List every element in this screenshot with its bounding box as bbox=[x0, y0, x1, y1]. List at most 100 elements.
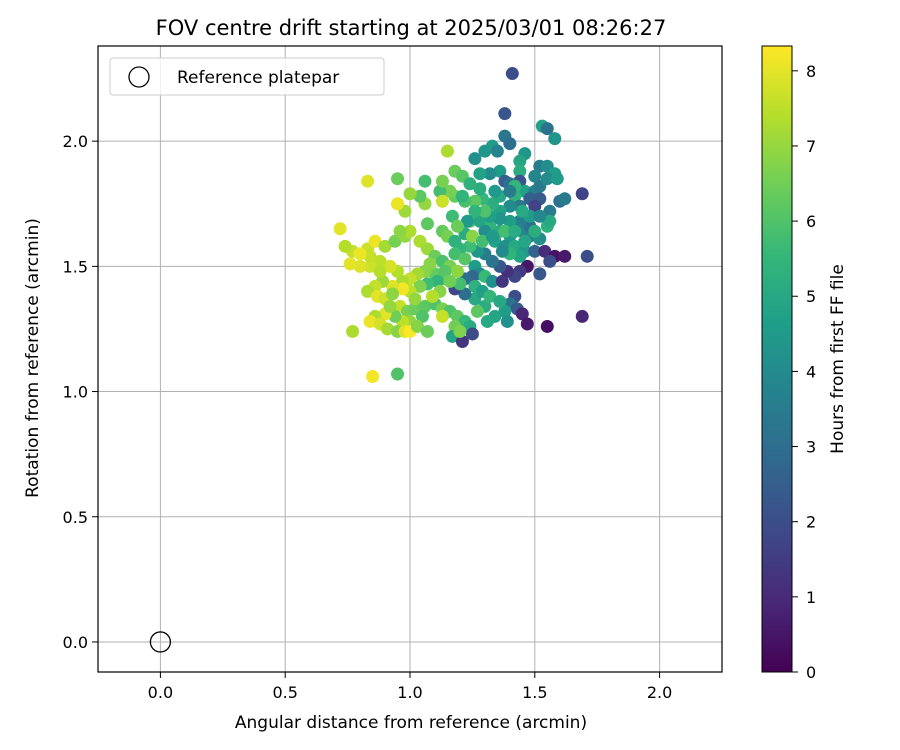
data-point bbox=[465, 327, 479, 341]
y-tick-label: 1.0 bbox=[63, 383, 88, 402]
y-axis-ticks: 0.0 0.5 1.0 1.5 2.0 bbox=[63, 132, 98, 652]
data-point bbox=[361, 284, 375, 298]
data-point bbox=[450, 264, 464, 278]
data-point bbox=[378, 239, 392, 253]
data-point bbox=[418, 174, 432, 188]
colorbar-tick-label: 7 bbox=[806, 137, 816, 156]
data-point bbox=[540, 172, 554, 186]
data-point bbox=[443, 184, 457, 198]
data-point bbox=[403, 224, 417, 238]
data-point bbox=[543, 204, 557, 218]
data-point bbox=[368, 234, 382, 248]
data-point bbox=[513, 214, 527, 228]
data-points bbox=[333, 67, 594, 384]
data-point bbox=[388, 309, 402, 323]
data-point bbox=[478, 144, 492, 158]
data-point bbox=[473, 167, 487, 181]
data-point bbox=[363, 259, 377, 273]
x-tick-label: 1.0 bbox=[397, 683, 422, 702]
data-point bbox=[473, 214, 487, 228]
data-point bbox=[580, 249, 594, 263]
data-point bbox=[448, 247, 462, 261]
data-point bbox=[558, 192, 572, 206]
data-point bbox=[513, 249, 527, 263]
data-point bbox=[463, 177, 477, 191]
data-point bbox=[480, 314, 494, 328]
legend-marker-icon bbox=[128, 66, 150, 88]
y-tick-label: 2.0 bbox=[63, 132, 88, 151]
data-point bbox=[403, 187, 417, 201]
data-point bbox=[483, 289, 497, 303]
data-point bbox=[498, 304, 512, 318]
data-point bbox=[483, 167, 497, 181]
colorbar-tick-label: 6 bbox=[806, 212, 816, 231]
reference-platepar-marker bbox=[149, 631, 172, 653]
x-axis-ticks: 0.0 0.5 1.0 1.5 2.0 bbox=[148, 672, 672, 702]
data-point bbox=[363, 314, 377, 328]
data-point bbox=[408, 292, 422, 306]
data-point bbox=[518, 234, 532, 248]
data-point bbox=[528, 244, 542, 258]
x-tick-label: 0.0 bbox=[148, 683, 173, 702]
data-point bbox=[558, 249, 572, 263]
data-point bbox=[455, 334, 469, 348]
data-point bbox=[520, 317, 534, 331]
data-point bbox=[430, 274, 444, 288]
data-point bbox=[373, 264, 387, 278]
data-point bbox=[366, 370, 380, 384]
data-point bbox=[393, 224, 407, 238]
data-point bbox=[495, 244, 509, 258]
data-point bbox=[453, 277, 467, 291]
data-point bbox=[391, 367, 405, 381]
colorbar-tick-label: 2 bbox=[806, 513, 816, 532]
data-point bbox=[338, 239, 352, 253]
data-point bbox=[420, 217, 434, 231]
data-point bbox=[515, 204, 529, 218]
data-point bbox=[575, 187, 589, 201]
y-axis-label: Rotation from reference (arcmin) bbox=[23, 218, 43, 498]
data-point bbox=[505, 67, 519, 81]
data-point bbox=[363, 249, 377, 263]
data-point bbox=[458, 252, 472, 266]
data-point bbox=[575, 309, 589, 323]
data-point bbox=[498, 107, 512, 121]
data-point bbox=[493, 212, 507, 226]
data-point bbox=[493, 294, 507, 308]
data-point bbox=[418, 299, 432, 313]
data-point bbox=[420, 324, 434, 338]
chart-title: FOV centre drift starting at 2025/03/01 … bbox=[156, 16, 667, 40]
x-tick-label: 1.5 bbox=[522, 683, 547, 702]
data-point bbox=[396, 282, 410, 296]
data-point bbox=[346, 324, 360, 338]
data-point bbox=[478, 204, 492, 218]
colorbar-tick-label: 0 bbox=[806, 663, 816, 682]
x-axis-label: Angular distance from reference (arcmin) bbox=[235, 713, 587, 733]
y-tick-label: 1.5 bbox=[63, 257, 88, 276]
legend-box bbox=[109, 57, 385, 96]
data-point bbox=[538, 244, 552, 258]
data-point bbox=[433, 184, 447, 198]
data-point bbox=[475, 234, 489, 248]
data-point bbox=[450, 219, 464, 233]
data-point bbox=[468, 204, 482, 218]
data-point bbox=[513, 154, 527, 168]
data-point bbox=[515, 307, 529, 321]
data-point bbox=[543, 214, 557, 228]
grid-lines bbox=[98, 46, 722, 672]
data-point bbox=[548, 132, 562, 146]
data-point bbox=[528, 169, 542, 183]
data-point bbox=[540, 122, 554, 136]
data-point bbox=[435, 194, 449, 208]
data-point bbox=[503, 137, 517, 151]
data-point bbox=[435, 174, 449, 188]
data-point bbox=[503, 184, 517, 198]
data-point bbox=[528, 199, 542, 213]
data-point bbox=[423, 257, 437, 271]
legend-label: Reference platepar bbox=[177, 68, 339, 88]
data-point bbox=[540, 319, 554, 333]
data-point bbox=[508, 224, 522, 238]
colorbar-tick-label: 5 bbox=[806, 287, 816, 306]
data-point bbox=[473, 182, 487, 196]
colorbar-label: Hours from first FF file bbox=[828, 264, 848, 454]
data-point bbox=[425, 289, 439, 303]
